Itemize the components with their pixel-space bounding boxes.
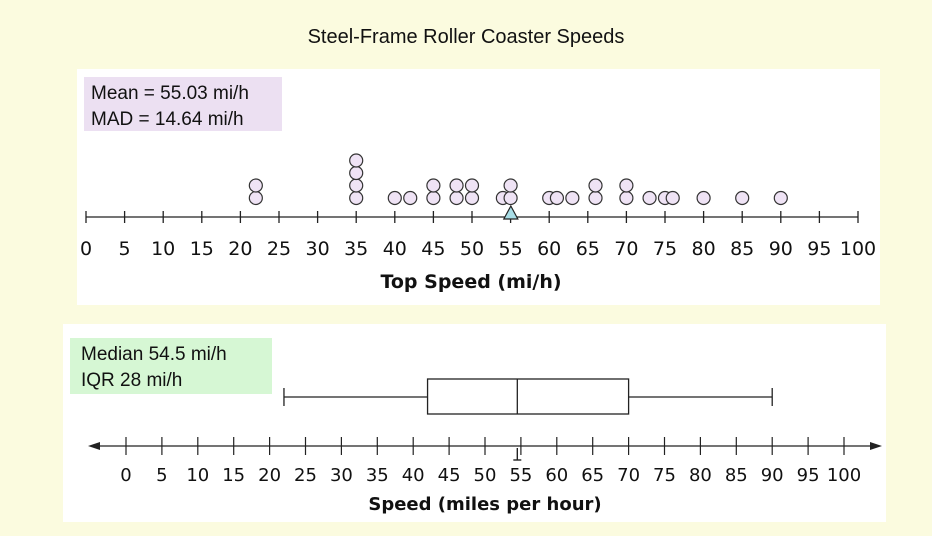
median-iqr-stats: Median 54.5 mi/h IQR 28 mi/h [70,338,272,394]
box-tick-label: 40 [402,465,425,486]
dot-point [248,178,263,193]
mad-stat: MAD = 14.64 mi/h [91,109,244,130]
box-tick-label: 10 [186,465,209,486]
box-tick-label: 60 [545,465,568,486]
median-stat: Median 54.5 mi/h [81,344,227,365]
box-tick-label: 80 [689,465,712,486]
dot-point [387,190,402,206]
dot-tick-label: 60 [537,238,561,260]
box-tick-label: 0 [120,465,131,486]
dot-tick-label: 30 [306,238,330,260]
box-tick-label: 65 [581,465,604,486]
dot-tick-label: 45 [421,238,445,260]
dot-tick-label: 35 [344,238,368,260]
page-title: Steel-Frame Roller Coaster Speeds [307,26,625,48]
dot-point [642,190,657,206]
box-tick-label: 100 [827,465,861,486]
box-tick-label: 70 [617,465,640,486]
box-x-axis-label: Speed (miles per hour) [368,494,601,515]
box-axis-left-arrow [88,442,100,450]
dot-x-axis-label: Top Speed (mi/h) [380,271,561,293]
iqr-stat: IQR 28 mi/h [81,370,183,391]
dot-point [349,153,364,168]
dot-tick-label: 40 [383,238,407,260]
dot-tick-label: 15 [190,238,214,260]
dot-point [735,190,750,206]
dot-tick-label: 10 [151,238,175,260]
dot-point [403,190,418,206]
mean-stat: Mean = 55.03 mi/h [91,83,249,104]
dot-point [696,190,711,206]
dot-tick-label: 55 [499,238,523,260]
iqr-box [426,378,630,415]
dot-tick-label: 65 [576,238,600,260]
dot-point [426,178,441,193]
box-tick-label: 55 [509,465,532,486]
dot-point [773,190,788,206]
box-tick-label: 5 [156,465,167,486]
box-tick-label: 25 [294,465,317,486]
box-axis-right-arrow [870,442,882,450]
dot-point [549,190,565,206]
dot-point [588,178,603,193]
box-tick-label: 35 [366,465,389,486]
dot-tick-label: 0 [80,238,92,260]
dot-tick-label: 80 [692,238,716,260]
box-tick-label: 85 [725,465,748,486]
dot-tick-label: 5 [119,238,131,260]
box-tick-label: 75 [653,465,676,486]
box-tick-label: 45 [438,465,461,486]
box-tick-label: 95 [797,465,820,486]
dot-tick-label: 20 [228,238,252,260]
box-tick-label: 20 [258,465,281,486]
dot-point [503,178,518,193]
dot-tick-label: 85 [730,238,754,260]
dot-point [665,190,680,206]
box-tick-label: 15 [222,465,245,486]
dot-point [565,190,580,206]
box-tick-label: 30 [330,465,353,486]
mean-marker-triangle [502,204,519,220]
dot-tick-label: 100 [840,238,876,260]
dot-tick-label: 90 [769,238,793,260]
mean-mad-stats: Mean = 55.03 mi/h MAD = 14.64 mi/h [84,77,282,131]
box-tick-label: 90 [761,465,784,486]
dot-tick-label: 70 [614,238,638,260]
dot-tick-label: 25 [267,238,291,260]
dot-tick-label: 95 [807,238,831,260]
dot-tick-label: 75 [653,238,677,260]
dot-point [449,178,464,193]
dot-tick-label: 50 [460,238,484,260]
dot-point [619,178,634,193]
box-tick-label: 50 [474,465,497,486]
dot-point [464,178,480,193]
